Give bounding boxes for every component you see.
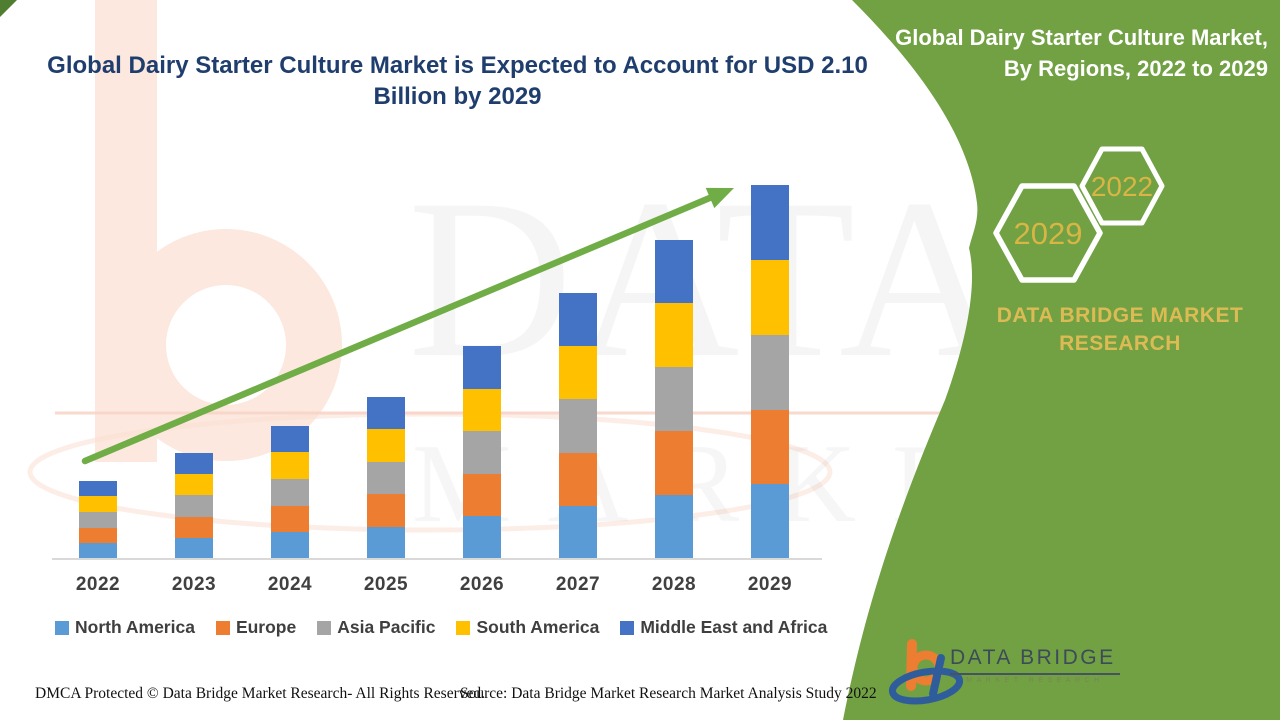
legend-swatch — [456, 620, 471, 635]
legend-swatch — [215, 620, 230, 635]
chart-title-line1: Global Dairy Starter Culture Market is E… — [47, 52, 868, 79]
legend-item-europe: Europe — [215, 617, 297, 638]
chart-title-line2: Billion by 2029 — [373, 83, 542, 110]
x-axis-label-2022: 2022 — [75, 574, 121, 595]
corner-accent-triangle — [0, 0, 17, 17]
bar-segment-2022-north-america — [79, 543, 117, 559]
databridge-logo-text: DATA BRIDGE MARKET RESEARCH — [950, 646, 1120, 684]
legend-label: Europe — [235, 617, 297, 637]
chart-title: Global Dairy Starter Culture Market is E… — [40, 50, 875, 112]
x-axis-line — [52, 558, 822, 560]
legend-label: North America — [75, 617, 195, 637]
legend-item-south-america: South America — [456, 617, 599, 638]
x-axis-labels: 2022 2023 2024 2025 2026 2027 2028 2029 — [50, 574, 818, 596]
legend-item-middle-east-and-africa: Middle East and Africa — [620, 617, 827, 638]
x-axis-label-2029: 2029 — [747, 574, 793, 595]
source-note: Source: Data Bridge Market Research Mark… — [460, 685, 877, 702]
x-axis-label-2025: 2025 — [363, 574, 409, 595]
legend-label: South America — [476, 617, 600, 637]
legend-swatch — [620, 620, 635, 635]
legend-item-asia-pacific: Asia Pacific — [317, 617, 435, 638]
bar-segment-2023-north-america — [175, 537, 213, 559]
x-axis-label-2023: 2023 — [171, 574, 217, 595]
legend-label: Asia Pacific — [337, 617, 436, 637]
dmca-notice: DMCA Protected © Data Bridge Market Rese… — [35, 685, 485, 702]
bar-segment-2029-south-america — [751, 260, 789, 335]
legend-item-north-america: North America — [55, 617, 195, 638]
chart-legend: North America Europe Asia Pacific South Ame… — [55, 617, 827, 638]
bar-segment-2024-north-america — [271, 532, 309, 559]
databridge-logo-icon — [888, 639, 964, 705]
bar-segment-2029-asia-pacific — [751, 334, 789, 410]
x-axis-label-2027: 2027 — [555, 574, 601, 595]
legend-label: Middle East and Africa — [640, 617, 828, 637]
legend-swatch — [317, 620, 332, 635]
x-axis-label-2028: 2028 — [651, 574, 697, 595]
legend-swatch — [55, 620, 69, 635]
logo-tagline: MARKET RESEARCH — [966, 677, 1104, 684]
logo-name: DATA BRIDGE — [950, 646, 1120, 675]
x-axis-label-2026: 2026 — [459, 574, 505, 595]
bar-segment-2029-middle-east-and-africa — [751, 185, 789, 260]
x-axis-label-2024: 2024 — [267, 574, 313, 595]
